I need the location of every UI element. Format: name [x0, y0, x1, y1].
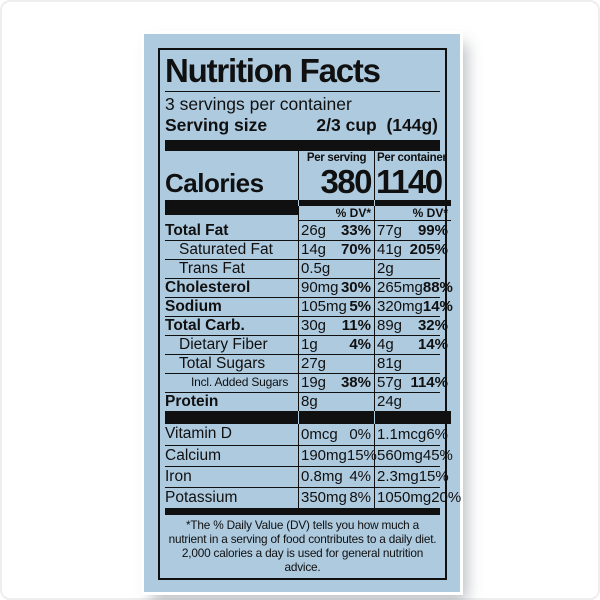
- calories-label: Calories: [165, 167, 264, 198]
- nutrient-row-trans-fat: Trans Fat 0.5g 2g: [165, 258, 440, 278]
- nutrition-facts-box: Nutrition Facts 3 servings per container…: [158, 48, 462, 580]
- footnote-divider-bar: [165, 507, 440, 515]
- nutrient-row-total-carb: Total Carb. 30g 11% 89g 32%: [165, 315, 448, 335]
- dv-header-serving: % DV*: [298, 205, 374, 221]
- per-container-header: Per container: [377, 151, 447, 164]
- daily-value-header-row: % DV* % DV*: [165, 205, 451, 221]
- micronutrient-row-calcium: Calcium 190mg 15% 560mg 45%: [165, 444, 453, 466]
- label-title: Nutrition Facts: [165, 50, 440, 92]
- nutrient-row-total-fat: Total Fat 26g 33% 77g 99%: [165, 220, 448, 240]
- calories-thick-bar-extension: [165, 205, 298, 215]
- serving-size-label: Serving size: [165, 114, 268, 135]
- calories-underline-bar: [165, 199, 451, 206]
- thick-divider-bar: [165, 139, 440, 151]
- section-divider-bar: [165, 410, 451, 424]
- servings-per-container: 3 servings per container: [165, 93, 352, 114]
- nutrient-row-sodium: Sodium 105mg 5% 320mg 14%: [165, 296, 453, 316]
- calories-per-container-cell: Per container 1140: [374, 150, 451, 200]
- serving-size-value: 2/3 cup (144g): [316, 114, 438, 135]
- nutrient-row-dietary-fiber: Dietary Fiber 1g 4% 4g 14%: [165, 334, 448, 354]
- micronutrient-row-vitamin-d: Vitamin D 0mcg 0% 1.1mcg 6%: [165, 423, 448, 445]
- nutrition-label-card: Nutrition Facts 3 servings per container…: [144, 34, 462, 592]
- calories-per-container-value: 1140: [376, 162, 443, 200]
- calories-row: Calories Per serving 380 Per container 1…: [165, 150, 447, 200]
- micronutrient-row-potassium: Potassium 350mg 8% 1050mg 20%: [165, 486, 462, 508]
- nutrient-row-total-sugars: Total Sugars 27g 81g: [165, 353, 440, 373]
- daily-value-footnote: *The % Daily Value (DV) tells you how mu…: [168, 517, 437, 574]
- per-serving-header: Per serving: [306, 151, 367, 164]
- dv-header-container: % DV*: [374, 205, 451, 221]
- nutrient-row-protein: Protein 8g 24g: [165, 391, 440, 411]
- calories-per-serving-value: 380: [320, 162, 372, 200]
- nutrient-row-added-sugars: Incl. Added Sugars 19g 38% 57g 114%: [165, 372, 448, 392]
- nutrient-row-saturated-fat: Saturated Fat 14g 70% 41g 205%: [165, 239, 448, 259]
- serving-size-row: Serving size 2/3 cup (144g): [165, 115, 440, 139]
- micronutrient-row-iron: Iron 0.8mg 4% 2.3mg 15%: [165, 465, 449, 487]
- nutrient-row-cholesterol: Cholesterol 90mg 30% 265mg 88%: [165, 277, 453, 297]
- calories-per-serving-cell: Per serving 380: [298, 150, 374, 200]
